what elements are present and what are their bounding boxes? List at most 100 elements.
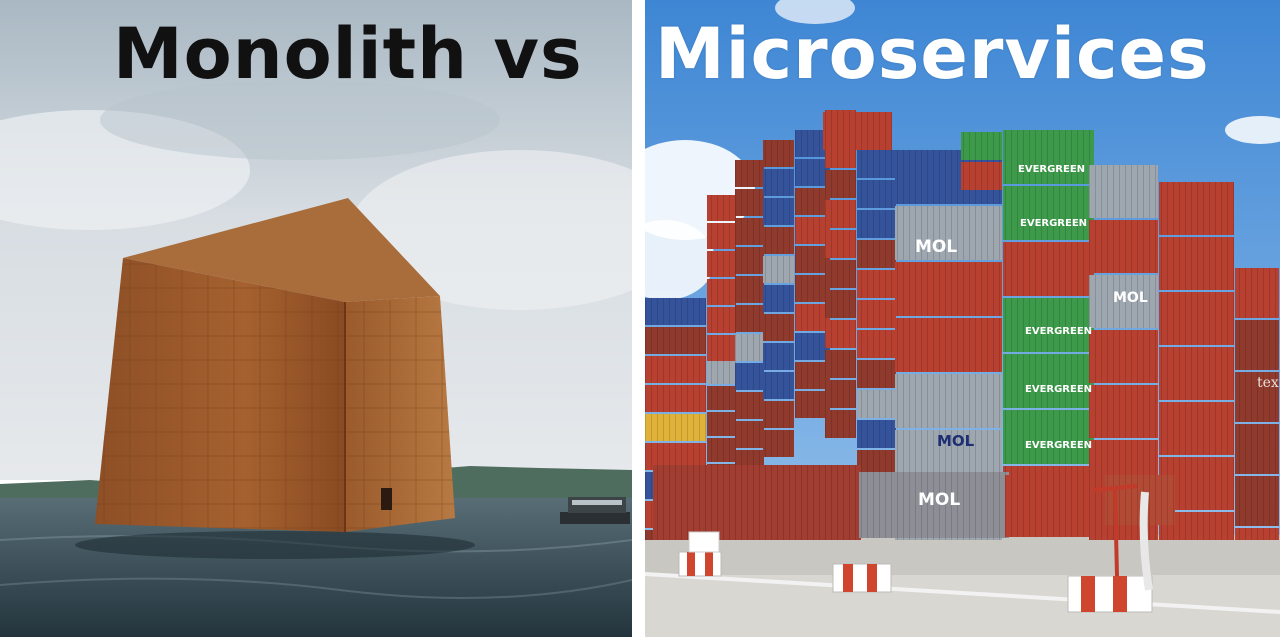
monolith-heading: Monolith vs [113,13,583,95]
container-ribbing [795,391,830,418]
container-ribbing [763,256,794,283]
container-ribbing [645,327,706,354]
container-ribbing [653,465,861,540]
container-ribbing [763,314,794,341]
container-ribbing [795,362,830,389]
container-ribbing [857,390,896,418]
container-ribbing [1003,410,1094,464]
container-ribbing [763,140,794,167]
container-ribbing [1235,476,1279,526]
container-ribbing [795,246,830,273]
container-ribbing [1235,424,1279,474]
container-ribbing [707,335,736,361]
container-ribbing [763,343,794,370]
container-ribbing [1003,354,1094,408]
container-ribbing [763,430,794,457]
container-mark-mol: MOL [1113,290,1148,306]
container-ribbing [961,132,1002,160]
traffic-barriers [678,484,1153,613]
container-ribbing [857,180,896,208]
container-ribbing [825,200,856,228]
container-ribbing [707,279,736,305]
container-ribbing [895,318,1002,372]
container-ribbing [735,276,764,303]
monolith-scene [0,0,632,637]
container-ribbing [857,360,896,388]
container-ribbing [763,285,794,312]
container-ribbing [825,320,856,348]
container-ribbing [857,300,896,328]
container-ribbing [795,333,830,360]
container-ribbing [707,223,736,249]
container-ribbing [735,363,764,390]
container-ribbing [1003,242,1094,296]
container-ribbing [1089,330,1158,383]
container-ribbing [763,401,794,428]
container-ribbing [735,305,764,332]
container-ribbing [735,247,764,274]
container-ribbing [735,189,764,216]
container-ribbing [735,392,764,419]
container-ribbing [1159,182,1234,235]
container-ribbing [763,372,794,399]
container-ribbing [825,290,856,318]
container-ribbing [825,170,856,198]
container-ribbing [823,112,892,150]
container-ribbing [735,160,764,187]
container-mark-evergreen: EVERGREEN [1018,164,1085,175]
container-ribbing [961,162,1002,190]
container-ribbing [895,262,1002,316]
container-ribbing [735,218,764,245]
container-ribbing [645,356,706,383]
rusty-cube [95,198,455,532]
container-ribbing [1235,528,1279,540]
container-ribbing [707,412,736,436]
container-ribbing [707,251,736,277]
container-ribbing [1089,165,1158,218]
boat [560,497,630,524]
container-ribbing [763,227,794,254]
container-ribbing [825,350,856,378]
container-ribbing [857,150,896,178]
container-mark-tex: tex [1257,375,1279,391]
container-ribbing [645,298,706,325]
container-ribbing [795,275,830,302]
container-ribbing [707,360,736,384]
container-mark-mol: MOL [915,237,957,257]
container-ribbing [857,420,896,448]
container-ribbing [795,188,830,215]
monolith-photo [0,0,632,637]
container-ribbing [645,414,706,441]
container-ribbing [1235,320,1279,370]
container-ribbing [825,230,856,258]
panel-divider [632,0,645,637]
container-ribbing [825,260,856,288]
container-mark-evergreen: EVERGREEN [1025,440,1092,451]
container-ribbing [763,198,794,225]
container-ribbing [1235,268,1279,318]
container-ribbing [857,330,896,358]
container-ribbing [735,334,764,361]
container-ribbing [895,206,1002,260]
container-ribbing [859,472,1009,538]
container-mark-mol: MOL [937,432,975,450]
container-ribbing [707,195,736,221]
container-ribbing [1159,402,1234,455]
container-ribbing [857,210,896,238]
container-ribbing [645,385,706,412]
container-ribbing [1089,385,1158,438]
container-ribbing [1159,292,1234,345]
container-ribbing [1005,475,1105,537]
microservices-heading: Microservices [655,13,1210,95]
container-ribbing [1089,220,1158,273]
container-yard-scene: MOL MOL MOL MOL EVERGREEN EVERGREEN EVER… [645,0,1280,637]
container-mark-evergreen: EVERGREEN [1020,218,1087,229]
container-ribbing [857,240,896,268]
container-mark-mol: MOL [918,490,960,510]
container-ribbing [707,307,736,333]
container-ribbing [1003,130,1094,184]
container-ribbing [895,374,1002,428]
container-ribbing [1003,186,1094,240]
microservices-photo: MOL MOL MOL MOL EVERGREEN EVERGREEN EVER… [645,0,1280,637]
